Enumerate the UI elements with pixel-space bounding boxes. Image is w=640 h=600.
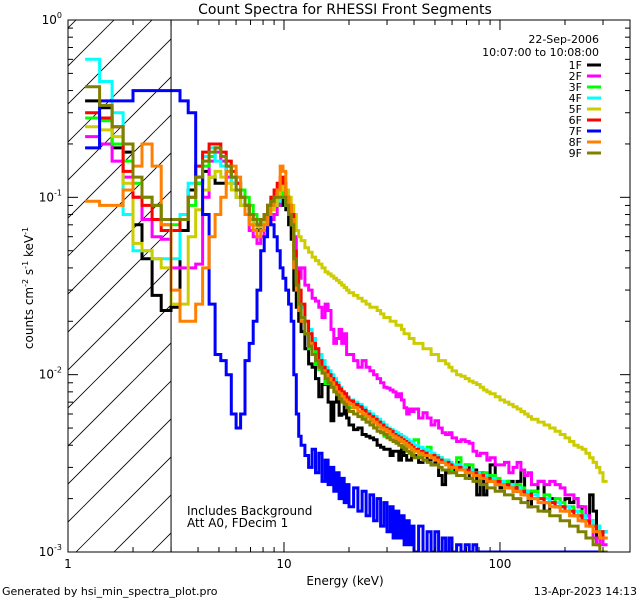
generated-by-label: Generated by hsi_min_spectra_plot.pro bbox=[2, 585, 218, 598]
y-tick-label: 100 bbox=[42, 11, 62, 27]
axis-ticks bbox=[67, 19, 631, 553]
series-line-5f bbox=[85, 125, 608, 483]
hatch-line bbox=[68, 76, 172, 181]
hatch-line bbox=[68, 20, 115, 67]
timestamp-label: 13-Apr-2023 14:13 bbox=[534, 585, 637, 598]
y-tick-labels: 100 10-1 10-2 10-3 bbox=[39, 11, 62, 559]
hatch-line bbox=[68, 266, 172, 371]
hatch-line bbox=[532, 0, 640, 552]
series-line-9f bbox=[85, 85, 608, 552]
legend-label-3f: 3F bbox=[569, 81, 582, 94]
hatch-line bbox=[68, 228, 172, 333]
series-line-7f bbox=[85, 89, 608, 552]
hatch-line bbox=[494, 0, 640, 552]
legend-label-6f: 6F bbox=[569, 114, 582, 127]
hatch-line bbox=[151, 532, 172, 552]
series-layer bbox=[85, 57, 608, 552]
legend-label-7f: 7F bbox=[569, 125, 582, 138]
annotation-background: Includes Background bbox=[187, 504, 312, 518]
legend-label-8f: 8F bbox=[569, 136, 582, 149]
y-tick-label: 10-2 bbox=[39, 366, 62, 382]
legend-label-1f: 1F bbox=[569, 59, 582, 72]
x-tick-label: 100 bbox=[489, 557, 512, 571]
x-tick-label: 1 bbox=[64, 557, 72, 571]
hatch-line bbox=[68, 190, 172, 295]
hatch-line bbox=[113, 494, 172, 552]
time-range-label: 10:07:00 to 10:08:00 bbox=[482, 46, 599, 59]
x-axis-label: Energy (keV) bbox=[306, 574, 383, 588]
y-tick-label: 10-1 bbox=[39, 188, 62, 204]
x-tick-label: 10 bbox=[276, 557, 291, 571]
legend-label-9f: 9F bbox=[569, 147, 582, 160]
hatch-line bbox=[608, 0, 640, 552]
series-line-4f bbox=[85, 57, 608, 534]
x-tick-labels: 1 10 100 bbox=[64, 557, 511, 571]
hatch-line bbox=[68, 418, 172, 523]
legend-label-4f: 4F bbox=[569, 92, 582, 105]
legend-label-2f: 2F bbox=[569, 70, 582, 83]
hatch-line bbox=[68, 38, 172, 143]
hatch-line bbox=[68, 152, 172, 257]
y-axis-label: counts cm-2 s-1 keV-1 bbox=[21, 227, 36, 349]
hatch-line bbox=[75, 456, 172, 552]
chart-title: Count Spectra for RHESSI Front Segments bbox=[198, 2, 492, 18]
hatch-line bbox=[68, 380, 172, 485]
hatch-line bbox=[0, 0, 106, 552]
date-label: 22-Sep-2006 bbox=[528, 33, 599, 46]
hatch-line bbox=[68, 20, 153, 105]
y-tick-label: 10-3 bbox=[39, 543, 62, 559]
annotation-attenuator: Att A0, FDecim 1 bbox=[187, 516, 288, 530]
hatch-line bbox=[456, 0, 640, 552]
legend-label-5f: 5F bbox=[569, 103, 582, 116]
